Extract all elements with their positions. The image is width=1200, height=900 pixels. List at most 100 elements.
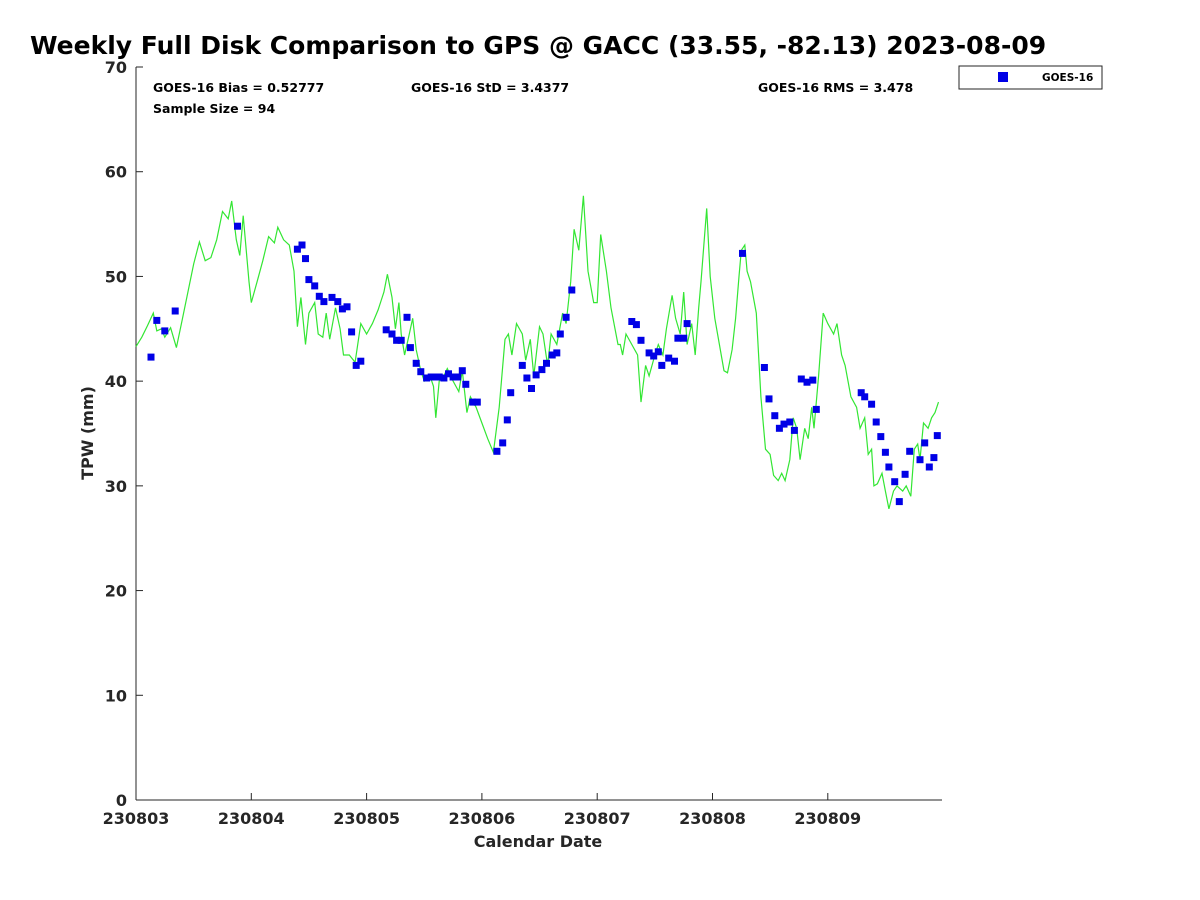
legend: GOES-16: [958, 65, 1103, 90]
scatter-point: [790, 426, 798, 434]
scatter-point: [786, 418, 794, 426]
scatter-point: [809, 376, 817, 384]
scatter-point: [462, 380, 470, 388]
x-tick-label: 230809: [794, 809, 861, 828]
scatter-point: [311, 282, 319, 290]
scatter-point: [445, 370, 452, 378]
scatter-point: [562, 313, 570, 321]
scatter-point: [538, 366, 546, 374]
scatter-point: [454, 373, 462, 381]
scatter-point: [352, 361, 360, 369]
scatter-point: [671, 357, 678, 365]
y-tick-label: 60: [105, 163, 127, 182]
scatter-point: [302, 255, 309, 263]
scatter-point: [658, 361, 666, 369]
scatter-point: [234, 222, 241, 230]
scatter-point: [556, 330, 564, 338]
scatter-point: [632, 321, 640, 329]
std-stat: GOES-16 StD = 3.4377: [411, 80, 569, 95]
scatter-point: [348, 328, 356, 336]
scatter-point: [328, 293, 336, 301]
bias-stat: GOES-16 Bias = 0.52777: [153, 80, 324, 95]
scatter-point: [877, 433, 885, 441]
scatter-point: [469, 398, 477, 406]
scatter-point: [532, 371, 540, 379]
scatter-point: [683, 320, 691, 328]
scatter-point: [548, 351, 556, 359]
scatter-point: [654, 348, 662, 356]
scatter-point: [857, 389, 865, 397]
scatter-point: [397, 336, 405, 344]
scatter-point: [925, 463, 933, 471]
x-tick-label: 230807: [564, 809, 631, 828]
scatter-point: [153, 316, 161, 324]
chart-title: Weekly Full Disk Comparison to GPS @ GAC…: [30, 31, 1046, 60]
plot-area: 0 10 20 30 40 50 60 70 230803 230804 230805 230806…: [103, 58, 942, 828]
scatter-point: [147, 353, 155, 361]
scatter-point: [298, 241, 306, 249]
scatter-point: [650, 352, 658, 360]
scatter-point: [315, 292, 323, 300]
scatter-point: [458, 367, 466, 375]
y-tick-label: 70: [105, 58, 127, 77]
scatter-point: [765, 395, 773, 403]
scatter-point: [803, 378, 811, 386]
x-tick-label: 230808: [679, 809, 746, 828]
y-tick-label: 50: [105, 267, 127, 286]
scatter-point: [812, 405, 820, 413]
scatter-point: [523, 374, 531, 382]
scatter-point: [493, 447, 501, 455]
scatter-point: [417, 368, 425, 376]
scatter-point: [406, 344, 414, 352]
scatter-point: [885, 463, 893, 471]
scatter-point: [503, 416, 511, 424]
scatter-point: [645, 349, 653, 357]
scatter-point: [760, 364, 768, 371]
scatter-point: [891, 478, 899, 486]
scatter-point: [338, 305, 346, 313]
y-ticks: 0 10 20 30 40 50 60 70: [105, 58, 143, 810]
y-tick-label: 30: [105, 477, 127, 496]
scatter-point: [473, 398, 481, 406]
scatter-point: [412, 359, 420, 367]
scatter-point: [388, 330, 396, 338]
sample-size-stat: Sample Size = 94: [153, 101, 275, 116]
scatter-point: [343, 303, 351, 311]
rms-stat: GOES-16 RMS = 3.478: [758, 80, 913, 95]
scatter-point: [868, 400, 876, 408]
scatter-point: [901, 470, 909, 478]
scatter-point: [665, 354, 673, 362]
scatter-point: [403, 313, 411, 321]
scatter-point: [435, 373, 443, 381]
scatter-point: [518, 361, 526, 369]
scatter-point: [637, 336, 645, 344]
scatter-point: [881, 448, 889, 456]
y-tick-label: 10: [105, 686, 127, 705]
legend-box: [958, 65, 1103, 90]
y-axis-label: TPW (mm): [78, 386, 97, 480]
scatter-point: [449, 373, 457, 381]
scatter-point: [357, 357, 365, 365]
legend-marker-square-icon: [998, 72, 1008, 82]
x-tick-label: 230805: [333, 809, 400, 828]
y-tick-label: 20: [105, 582, 127, 601]
goes16-scatter-series: [147, 222, 941, 506]
scatter-point: [499, 439, 507, 447]
scatter-point: [334, 298, 342, 306]
scatter-point: [393, 336, 401, 344]
scatter-point: [628, 318, 636, 325]
scatter-point: [797, 375, 805, 383]
scatter-point: [916, 456, 924, 464]
scatter-point: [423, 374, 431, 382]
scatter-point: [161, 327, 169, 335]
x-ticks: 230803 230804 230805 230806 230807 230808 2308…: [103, 793, 861, 828]
scatter-point: [674, 334, 682, 342]
scatter-point: [930, 454, 938, 462]
scatter-point: [739, 249, 746, 257]
scatter-point: [568, 286, 576, 294]
y-tick-label: 0: [116, 791, 127, 810]
scatter-point: [895, 498, 903, 506]
scatter-point: [933, 432, 941, 440]
scatter-point: [680, 334, 688, 342]
